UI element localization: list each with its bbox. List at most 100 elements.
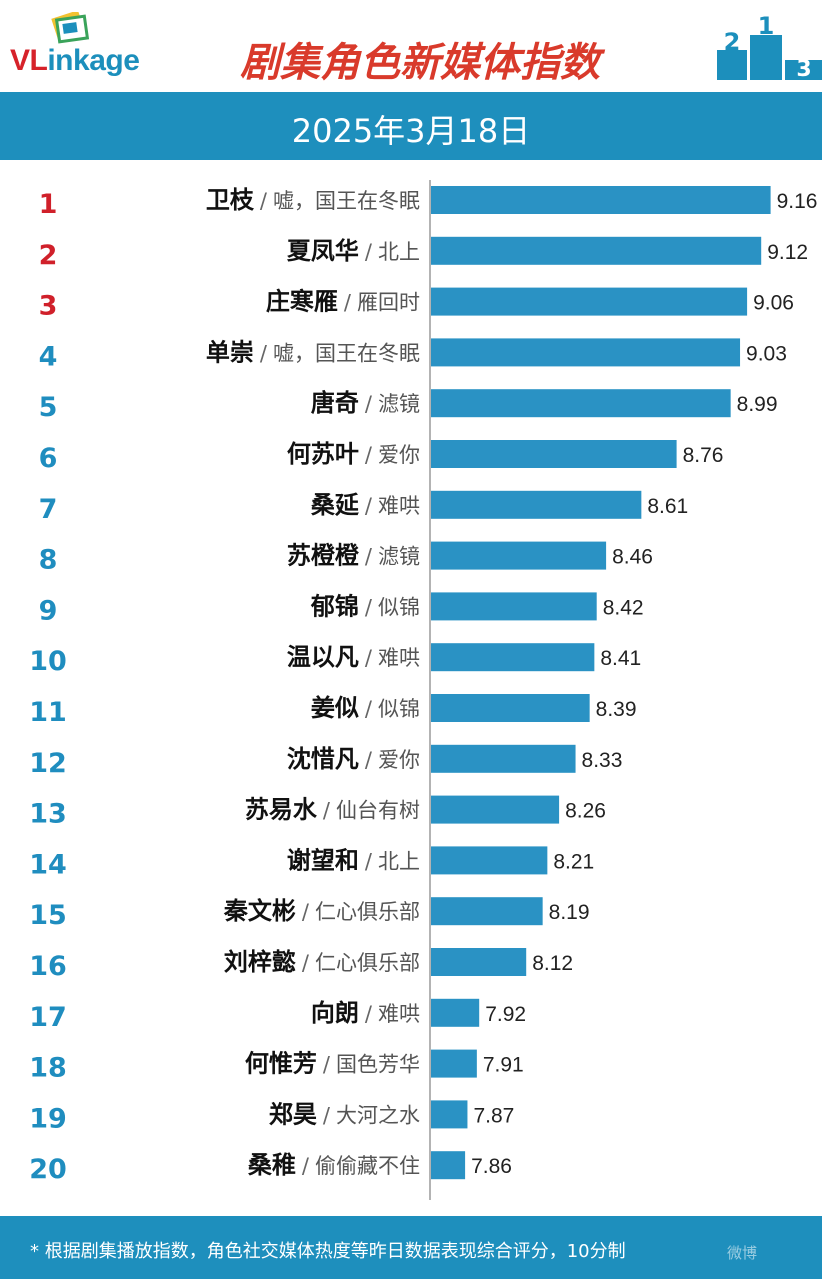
- value-label: 8.76: [683, 444, 724, 467]
- bar: [431, 236, 762, 265]
- value-label: 8.12: [532, 952, 573, 975]
- row-label: 庄寒雁 / 雁回时: [266, 288, 420, 316]
- value-label: 8.19: [549, 901, 590, 924]
- character-name: 何惟芳: [245, 1050, 317, 1078]
- row-label: 单崇 / 嘘，国王在冬眠: [206, 338, 420, 366]
- value-label: 7.86: [471, 1155, 512, 1178]
- bar: [431, 694, 590, 722]
- character-name: 刘梓懿: [224, 948, 296, 976]
- ranking-bar-chart: 1 卫枝 / 嘘，国王在冬眠 9.162 夏凤华 / 北上 9.123 庄寒雁 / 雁回时 9.064 单…: [29, 180, 818, 1200]
- label-separator: /: [302, 951, 310, 975]
- bar: [431, 440, 677, 468]
- value-label: 7.87: [473, 1104, 514, 1127]
- label-separator: /: [323, 1053, 331, 1077]
- rank-number: 18: [29, 1053, 67, 1084]
- character-name: 卫枝: [206, 186, 255, 214]
- label-separator: /: [365, 697, 373, 721]
- row-label: 卫枝 / 嘘，国王在冬眠: [206, 186, 420, 214]
- character-name: 秦文彬: [223, 897, 296, 925]
- bar: [431, 592, 597, 621]
- label-separator: /: [365, 392, 373, 416]
- value-label: 8.33: [582, 749, 623, 772]
- rank-number: 20: [29, 1154, 67, 1185]
- show-title: 难哄: [378, 646, 420, 670]
- vlinkage-logo: VLinkage: [10, 12, 185, 82]
- row-label: 郁锦 / 似锦: [310, 592, 420, 620]
- bar: [431, 338, 741, 367]
- rank-number: 9: [39, 595, 58, 626]
- rank-number: 1: [39, 189, 58, 220]
- bar: [431, 1049, 477, 1078]
- value-label: 8.61: [647, 495, 688, 518]
- show-title: 雁回时: [357, 291, 420, 315]
- rank-number: 11: [29, 697, 67, 728]
- rank-number: 2: [39, 240, 58, 271]
- rank-number: 4: [39, 341, 58, 372]
- label-separator: /: [323, 1103, 331, 1127]
- bar: [431, 948, 527, 976]
- label-separator: /: [365, 595, 373, 619]
- rank-number: 16: [29, 951, 67, 982]
- character-name: 郁锦: [310, 592, 359, 620]
- value-label: 8.46: [612, 546, 653, 569]
- row-label: 夏凤华 / 北上: [287, 237, 420, 265]
- row-label: 秦文彬 / 仁心俱乐部: [223, 897, 420, 925]
- label-separator: /: [365, 849, 373, 873]
- show-title: 嘘，国王在冬眠: [273, 189, 420, 213]
- label-separator: /: [365, 748, 373, 772]
- bar: [431, 998, 480, 1027]
- bar: [431, 186, 771, 214]
- rank-number: 3: [39, 291, 58, 322]
- rank-number: 14: [29, 849, 67, 880]
- character-name: 温以凡: [287, 643, 359, 671]
- show-title: 似锦: [378, 697, 420, 721]
- logo-mark-icon: [51, 12, 90, 44]
- character-name: 沈惜凡: [287, 745, 359, 773]
- label-separator: /: [365, 443, 373, 467]
- rank-number: 5: [39, 392, 58, 423]
- bar: [431, 643, 595, 672]
- show-title: 北上: [378, 240, 420, 264]
- character-name: 桑稚: [248, 1151, 296, 1179]
- date-label: 2025年3月18日: [291, 112, 531, 150]
- rank-number: 8: [39, 545, 58, 576]
- value-label: 9.03: [746, 342, 787, 365]
- label-separator: /: [365, 240, 373, 264]
- rank-number: 17: [29, 1002, 67, 1033]
- value-label: 9.12: [767, 241, 808, 264]
- bar: [431, 897, 543, 926]
- row-label: 苏易水 / 仙台有树: [245, 796, 420, 824]
- label-separator: /: [302, 1154, 310, 1178]
- character-name: 何苏叶: [287, 440, 359, 468]
- rank-number: 6: [39, 443, 58, 474]
- bar: [431, 490, 642, 519]
- character-name: 郑昊: [269, 1100, 317, 1128]
- bar: [431, 1151, 466, 1180]
- value-label: 8.41: [600, 647, 641, 670]
- podium-digit-3: 3: [796, 57, 811, 80]
- label-separator: /: [344, 291, 352, 315]
- value-label: 9.16: [777, 190, 818, 213]
- bar: [431, 795, 560, 824]
- row-label: 苏橙橙 / 滤镜: [287, 542, 420, 570]
- show-title: 滤镜: [378, 545, 420, 569]
- bar: [431, 1100, 468, 1129]
- character-name: 庄寒雁: [266, 288, 338, 316]
- row-label: 唐奇 / 滤镜: [311, 389, 420, 417]
- date-band: [0, 92, 822, 160]
- show-title: 似锦: [378, 595, 420, 619]
- row-label: 桑延 / 难哄: [311, 491, 420, 519]
- show-title: 嘘，国王在冬眠: [273, 341, 420, 365]
- header: VLinkage 剧集角色新媒体指数 2 1 3: [0, 0, 822, 92]
- row-label: 向朗 / 难哄: [311, 999, 420, 1027]
- character-name: 唐奇: [311, 389, 359, 417]
- show-title: 偷偷藏不住: [315, 1154, 420, 1178]
- rank-number: 19: [29, 1103, 67, 1134]
- show-title: 大河之水: [336, 1103, 420, 1127]
- label-separator: /: [365, 646, 373, 670]
- character-name: 苏易水: [245, 796, 318, 824]
- row-label: 刘梓懿 / 仁心俱乐部: [224, 948, 420, 976]
- character-name: 单崇: [206, 338, 254, 366]
- logo-prefix: VL: [10, 44, 48, 77]
- character-name: 夏凤华: [287, 237, 359, 265]
